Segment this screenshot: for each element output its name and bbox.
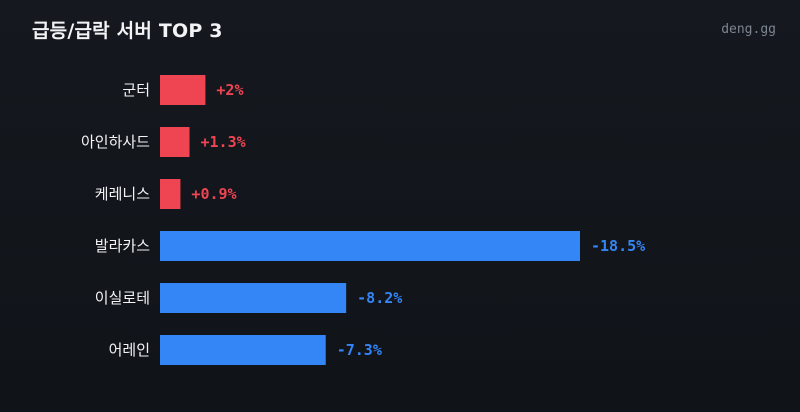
- bar: [160, 75, 206, 105]
- category-label: 아인하사드: [81, 133, 150, 151]
- value-label: -7.3%: [337, 341, 382, 359]
- category-label: 어레인: [109, 341, 150, 359]
- bar: [160, 127, 190, 157]
- value-label: +1.3%: [201, 133, 246, 151]
- chart-title: 급등/급락 서버 TOP 3: [32, 20, 223, 42]
- category-label: 발라카스: [95, 237, 150, 255]
- bar: [160, 335, 326, 365]
- bar: [160, 179, 181, 209]
- value-label: -18.5%: [591, 237, 645, 255]
- category-label: 이실로테: [95, 289, 150, 307]
- category-label: 케레니스: [95, 185, 150, 203]
- bar: [160, 283, 347, 313]
- brand-watermark: deng.gg: [721, 22, 776, 37]
- value-label: +2%: [216, 81, 243, 99]
- value-label: +0.9%: [191, 185, 236, 203]
- category-label: 군터: [122, 81, 150, 99]
- value-label: -8.2%: [357, 289, 402, 307]
- bar: [160, 231, 580, 261]
